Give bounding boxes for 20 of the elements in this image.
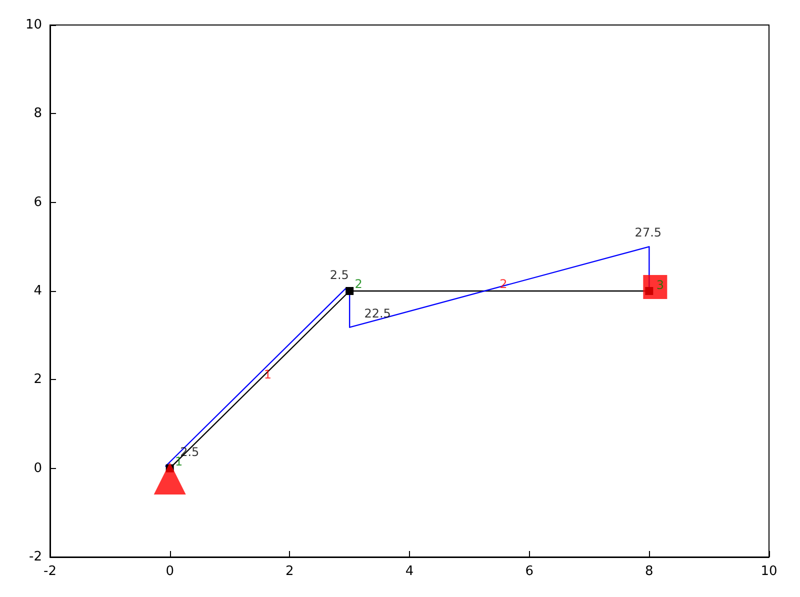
annotation: 22.5 <box>364 306 391 320</box>
y-tick-label: -2 <box>29 550 42 564</box>
x-tick-label: 6 <box>525 564 534 579</box>
x-tick-label: 4 <box>405 564 414 579</box>
y-tick-label: 2 <box>34 372 42 388</box>
annotation: 27.5 <box>634 226 662 240</box>
annotation: 2 <box>354 277 362 291</box>
annotation: 1 <box>264 368 272 382</box>
annotation: 2.5 <box>330 268 349 282</box>
y-tick-label: 6 <box>34 194 42 210</box>
y-tick-label: 0 <box>34 460 42 476</box>
x-tick-label: -2 <box>44 564 56 579</box>
y-tick-label: 4 <box>34 284 42 298</box>
x-tick-label: 10 <box>760 564 778 579</box>
y-tick-label: 8 <box>34 106 42 122</box>
x-tick-label: 0 <box>166 564 174 579</box>
y-tick-label: 10 <box>25 18 42 32</box>
x-tick-label: 2 <box>286 564 294 579</box>
annotation: 3 <box>656 278 664 292</box>
x-tick-label: 8 <box>645 564 654 579</box>
